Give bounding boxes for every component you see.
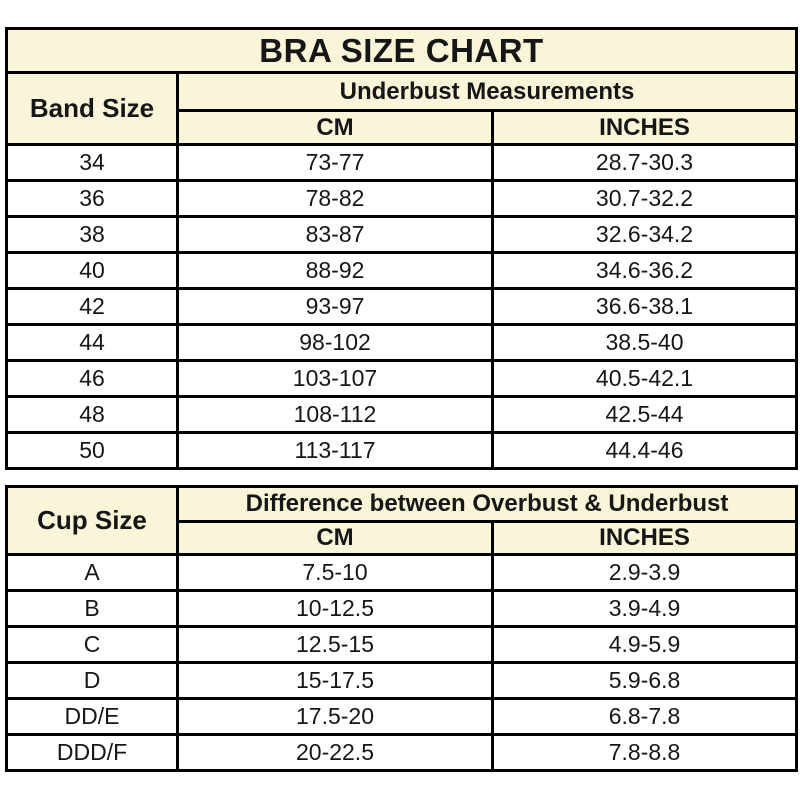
table-row: 44 98-102 38.5-40 xyxy=(5,323,799,362)
band-size-cell: 36 xyxy=(5,179,179,218)
group-header-row: Band Size Underbust Measurements xyxy=(5,71,799,146)
cup-size-cell: C xyxy=(5,625,179,664)
sub-header-row: CM INCHES xyxy=(7,520,799,556)
cm-column-header: CM xyxy=(176,109,494,146)
table-row: 36 78-82 30.7-32.2 xyxy=(5,179,799,218)
table-row: 38 83-87 32.6-34.2 xyxy=(5,215,799,254)
table-row: C 12.5-15 4.9-5.9 xyxy=(5,625,799,664)
cm-range-cell: 15-17.5 xyxy=(176,661,494,700)
band-size-cell: 38 xyxy=(5,215,179,254)
cm-range-cell: 10-12.5 xyxy=(176,589,494,628)
chart-title: BRA SIZE CHART xyxy=(4,27,799,74)
cup-size-cell: D xyxy=(5,661,179,700)
cm-range-cell: 88-92 xyxy=(176,251,494,290)
cup-size-cell: B xyxy=(5,589,179,628)
table-row: 50 113-117 44.4-46 xyxy=(5,431,799,470)
cm-range-cell: 12.5-15 xyxy=(176,625,494,664)
cm-range-cell: 83-87 xyxy=(176,215,494,254)
table-row: 34 73-77 28.7-30.3 xyxy=(5,143,799,182)
inches-range-cell: 5.9-6.8 xyxy=(490,661,799,700)
band-size-table: BRA SIZE CHART Band Size Underbust Measu… xyxy=(4,27,799,470)
cm-range-cell: 73-77 xyxy=(176,143,494,182)
cup-size-cell: A xyxy=(5,553,179,592)
table-row: B 10-12.5 3.9-4.9 xyxy=(5,589,799,628)
table-row: DDD/F 20-22.5 7.8-8.8 xyxy=(5,733,799,772)
inches-range-cell: 44.4-46 xyxy=(490,431,799,470)
band-size-cell: 46 xyxy=(5,359,179,398)
cup-size-header: Cup Size xyxy=(5,485,179,556)
inches-range-cell: 7.8-8.8 xyxy=(490,733,799,772)
cm-column-header: CM xyxy=(176,520,494,556)
cm-range-cell: 93-97 xyxy=(176,287,494,326)
table-row: 46 103-107 40.5-42.1 xyxy=(5,359,799,398)
sub-header-row: CM INCHES xyxy=(7,109,799,146)
inches-range-cell: 32.6-34.2 xyxy=(490,215,799,254)
band-size-header: Band Size xyxy=(5,71,179,146)
inches-range-cell: 42.5-44 xyxy=(490,395,799,434)
inches-range-cell: 6.8-7.8 xyxy=(490,697,799,736)
band-size-cell: 34 xyxy=(5,143,179,182)
table-row: 48 108-112 42.5-44 xyxy=(5,395,799,434)
band-size-cell: 50 xyxy=(5,431,179,470)
inches-range-cell: 4.9-5.9 xyxy=(490,625,799,664)
cup-size-cell: DDD/F xyxy=(5,733,179,772)
table-row: D 15-17.5 5.9-6.8 xyxy=(5,661,799,700)
inches-range-cell: 40.5-42.1 xyxy=(490,359,799,398)
cup-size-cell: DD/E xyxy=(5,697,179,736)
inches-column-header: INCHES xyxy=(490,109,799,146)
inches-range-cell: 30.7-32.2 xyxy=(490,179,799,218)
cm-range-cell: 78-82 xyxy=(176,179,494,218)
inches-range-cell: 28.7-30.3 xyxy=(490,143,799,182)
cm-range-cell: 98-102 xyxy=(176,323,494,362)
band-size-cell: 42 xyxy=(5,287,179,326)
table-row: 42 93-97 36.6-38.1 xyxy=(5,287,799,326)
cup-size-table: Cup Size Difference between Overbust & U… xyxy=(5,485,799,772)
band-size-cell: 44 xyxy=(5,323,179,362)
table-row: DD/E 17.5-20 6.8-7.8 xyxy=(5,697,799,736)
cm-range-cell: 108-112 xyxy=(176,395,494,434)
group-header-row: Cup Size Difference between Overbust & U… xyxy=(5,485,799,556)
inches-range-cell: 34.6-36.2 xyxy=(490,251,799,290)
cm-range-cell: 7.5-10 xyxy=(176,553,494,592)
cm-range-cell: 17.5-20 xyxy=(176,697,494,736)
table-row: 40 88-92 34.6-36.2 xyxy=(5,251,799,290)
cm-range-cell: 103-107 xyxy=(176,359,494,398)
band-size-cell: 40 xyxy=(5,251,179,290)
underbust-measurements-header: Underbust Measurements xyxy=(175,71,799,112)
table-row: A 7.5-10 2.9-3.9 xyxy=(5,553,799,592)
band-size-cell: 48 xyxy=(5,395,179,434)
inches-column-header: INCHES xyxy=(490,520,799,556)
inches-range-cell: 38.5-40 xyxy=(490,323,799,362)
table-gap xyxy=(0,470,800,485)
inches-range-cell: 2.9-3.9 xyxy=(490,553,799,592)
difference-overbust-underbust-header: Difference between Overbust & Underbust xyxy=(175,485,799,523)
cm-range-cell: 113-117 xyxy=(176,431,494,470)
title-row: BRA SIZE CHART xyxy=(4,27,799,74)
inches-range-cell: 36.6-38.1 xyxy=(490,287,799,326)
cm-range-cell: 20-22.5 xyxy=(176,733,494,772)
inches-range-cell: 3.9-4.9 xyxy=(490,589,799,628)
